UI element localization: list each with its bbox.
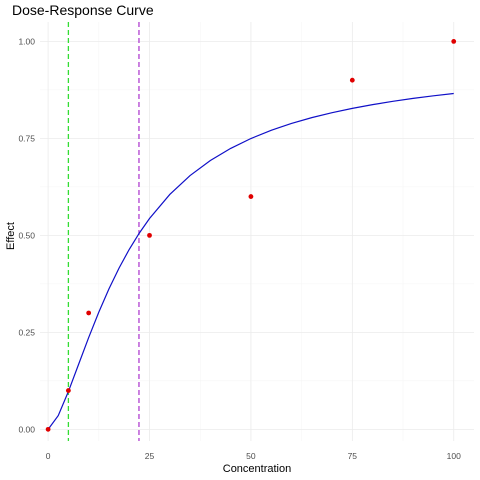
fit-curve-layer <box>47 92 454 430</box>
y-tick-label: 0.50 <box>18 230 35 240</box>
data-point <box>147 232 152 238</box>
fit-curve <box>47 92 454 430</box>
data-point <box>65 388 71 393</box>
x-tick-label: 75 <box>348 451 358 461</box>
data-point <box>45 426 51 432</box>
reference-lines <box>67 22 140 441</box>
data-points <box>45 38 457 432</box>
x-tick-label: 50 <box>246 451 256 461</box>
y-tick-label: 0.00 <box>18 424 35 434</box>
y-tick-label: 0.75 <box>18 133 35 143</box>
grid <box>40 22 474 441</box>
data-point <box>349 77 355 83</box>
data-point <box>86 310 92 316</box>
y-tick-label: 1.00 <box>18 36 35 46</box>
x-tick-label: 0 <box>46 451 51 461</box>
x-axis-ticks: 0 25 50 75 100 <box>46 451 461 461</box>
y-axis-label: Effect <box>5 222 17 250</box>
x-tick-label: 100 <box>447 451 461 461</box>
x-axis-label: Concentration <box>223 463 292 475</box>
y-tick-label: 0.25 <box>18 327 35 337</box>
data-point <box>451 38 457 44</box>
y-axis-ticks: 0.00 0.25 0.50 0.75 1.00 <box>18 36 35 434</box>
x-tick-label: 25 <box>145 451 155 461</box>
chart-title: Dose-Response Curve <box>12 2 154 18</box>
data-point <box>248 194 254 199</box>
